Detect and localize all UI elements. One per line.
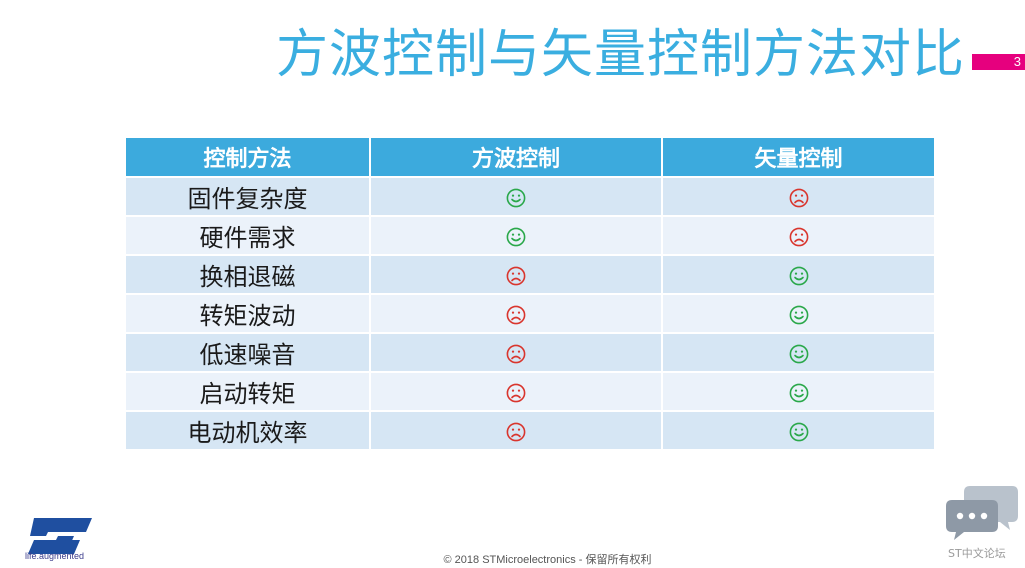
- row-label: 转矩波动: [126, 293, 371, 333]
- smiley-face-icon: [789, 378, 809, 406]
- vector-rating-cell: [662, 176, 934, 216]
- vector-rating-cell: [662, 332, 934, 372]
- square-wave-rating-cell: [370, 371, 663, 411]
- slide-title: 方波控制与矢量控制方法对比: [276, 25, 966, 85]
- vector-rating-cell: [662, 293, 934, 333]
- table-row: 硬件需求: [126, 215, 934, 255]
- row-label: 固件复杂度: [126, 176, 371, 216]
- vector-rating-cell: [662, 215, 934, 255]
- page-number-badge: 3: [972, 54, 1025, 70]
- vector-rating-cell: [662, 254, 934, 294]
- header-control-method: 控制方法: [126, 138, 371, 177]
- sad-face-icon: [506, 300, 526, 328]
- header-square-wave: 方波控制: [370, 138, 663, 177]
- smiley-face-icon: [789, 300, 809, 328]
- sad-face-icon: [789, 183, 809, 211]
- square-wave-rating-cell: [370, 410, 663, 449]
- st-logo: [28, 518, 92, 554]
- row-label: 启动转矩: [126, 371, 371, 411]
- smiley-face-icon: [506, 183, 526, 211]
- vector-rating-cell: [662, 410, 934, 449]
- smiley-face-icon: [789, 417, 809, 445]
- table-header-row: 控制方法 方波控制 矢量控制: [126, 138, 934, 177]
- sad-face-icon: [506, 261, 526, 289]
- table-row: 电动机效率: [126, 410, 934, 449]
- smiley-face-icon: [506, 222, 526, 250]
- forum-label: ST中文论坛: [948, 547, 1006, 560]
- square-wave-rating-cell: [370, 332, 663, 372]
- sad-face-icon: [506, 417, 526, 445]
- table-row: 换相退磁: [126, 254, 934, 294]
- table-row: 固件复杂度: [126, 176, 934, 216]
- square-wave-rating-cell: [370, 176, 663, 216]
- row-label: 硬件需求: [126, 215, 371, 255]
- square-wave-rating-cell: [370, 215, 663, 255]
- logo-tagline: life.augmented: [25, 551, 85, 561]
- row-label: 换相退磁: [126, 254, 371, 294]
- copyright-text: © 2018 STMicroelectronics - 保留所有权利: [443, 554, 652, 566]
- smiley-face-icon: [789, 261, 809, 289]
- sad-face-icon: [789, 222, 809, 250]
- row-label: 电动机效率: [126, 410, 371, 449]
- header-vector: 矢量控制: [662, 138, 934, 177]
- table-row: 转矩波动: [126, 293, 934, 333]
- table-row: 低速噪音: [126, 332, 934, 372]
- sad-face-icon: [506, 378, 526, 406]
- vector-rating-cell: [662, 371, 934, 411]
- smiley-face-icon: [789, 339, 809, 367]
- square-wave-rating-cell: [370, 254, 663, 294]
- square-wave-rating-cell: [370, 293, 663, 333]
- sad-face-icon: [506, 339, 526, 367]
- table-row: 启动转矩: [126, 371, 934, 411]
- comparison-table: 控制方法 方波控制 矢量控制 固件复杂度 硬件需求 换相退磁 转矩波动 低速噪音 启动转矩…: [126, 138, 934, 449]
- chat-bubble-icon: [946, 486, 1018, 540]
- row-label: 低速噪音: [126, 332, 371, 372]
